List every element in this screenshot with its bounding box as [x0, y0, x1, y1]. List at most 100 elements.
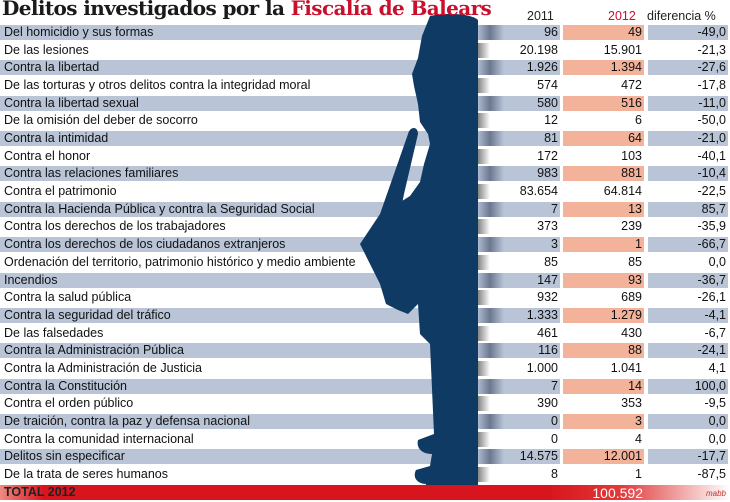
row-label: Del homicidio y sus formas [4, 25, 154, 39]
row-label: Contra la Administración de Justicia [4, 360, 203, 375]
row-band [0, 131, 560, 147]
highlight-cell-2012 [563, 449, 644, 465]
value-2012: 430 [621, 325, 642, 340]
row-label: De las falsedades [4, 325, 104, 340]
row-band [0, 413, 560, 429]
value-diff: -49,0 [697, 25, 727, 39]
value-2011: 172 [537, 148, 558, 163]
row-label: Contra los derechos de los ciudadanos ex… [4, 237, 286, 252]
chart-title: Delitos investigados por la Fiscalía de … [2, 0, 492, 20]
row-label: Contra la Constitución [4, 378, 127, 393]
value-2012: 472 [621, 78, 642, 93]
value-2012: 93 [628, 272, 642, 287]
value-diff: -50,0 [697, 113, 727, 128]
row-band [0, 378, 560, 394]
highlight-cell-2012 [563, 343, 644, 359]
row-band [0, 166, 560, 182]
value-2011: 0 [551, 431, 558, 446]
value-2012: 49 [628, 25, 642, 39]
value-2011: 8 [551, 467, 558, 481]
row-band-diff [648, 237, 728, 253]
value-2011: 3 [551, 237, 558, 252]
row-label: Incendios [4, 272, 58, 287]
row-band-diff [648, 60, 728, 76]
value-diff: -17,7 [697, 449, 727, 464]
total-label: TOTAL 2012 [4, 485, 76, 499]
row-label: Contra el orden público [4, 396, 134, 411]
row-label: De traición, contra la paz y defensa nac… [4, 413, 250, 428]
header-2012: 2012 [608, 9, 636, 23]
row-band-diff [648, 272, 728, 288]
row-band-diff [648, 449, 728, 465]
value-2012: 1 [635, 467, 642, 481]
row-band-diff [648, 201, 728, 217]
value-diff: -35,9 [697, 219, 727, 234]
value-2012: 13 [628, 201, 642, 216]
row-label: Ordenación del territorio, patrimonio hi… [4, 254, 356, 269]
row-label: De la omisión del deber de socorro [4, 113, 198, 128]
value-diff: 0,0 [708, 413, 726, 428]
value-2012: 1.394 [610, 60, 642, 75]
highlight-cell-2012 [563, 166, 644, 182]
row-band-diff [648, 25, 728, 40]
value-diff: -40,1 [697, 148, 727, 163]
title-part-1: Delitos investigados por la [2, 0, 291, 20]
row-band [0, 25, 560, 40]
row-label: De las lesiones [4, 42, 89, 57]
value-2012: 1 [635, 237, 642, 252]
row-label: Contra los derechos de los trabajadores [4, 219, 226, 234]
value-diff: -10,4 [697, 166, 727, 181]
highlight-cell-2012 [563, 201, 644, 217]
value-2012: 14 [628, 378, 642, 393]
total-bar [0, 485, 730, 500]
value-2011: 983 [537, 166, 558, 181]
row-label: Contra el honor [4, 148, 91, 163]
row-label: Contra la Administración Pública [4, 343, 184, 358]
value-diff: -11,0 [698, 95, 726, 110]
value-2011: 14.575 [519, 449, 558, 464]
row-band-diff [648, 413, 728, 429]
highlight-cell-2012 [563, 307, 644, 323]
value-2011: 116 [538, 343, 558, 358]
value-2012: 3 [635, 413, 642, 428]
row-label: De la trata de seres humanos [4, 467, 168, 481]
value-diff: -21,3 [697, 42, 727, 57]
value-diff: -26,1 [697, 290, 727, 305]
value-2011: 81 [544, 131, 558, 146]
highlight-cell-2012 [563, 25, 644, 40]
value-diff: -24,1 [697, 343, 727, 358]
title-part-2: Fiscalía de Balears [290, 0, 492, 20]
value-diff: 0,0 [708, 431, 726, 446]
author-credit: mabb [705, 489, 726, 498]
value-2012: 12.001 [603, 449, 642, 464]
row-band-diff [648, 166, 728, 182]
value-2011: 580 [537, 95, 558, 110]
row-label: Contra la libertad [4, 60, 100, 75]
value-2011: 932 [537, 290, 558, 305]
value-2012: 353 [621, 396, 642, 411]
header-2011: 2011 [527, 9, 554, 23]
highlight-cell-2012 [563, 413, 644, 429]
value-diff: -27,6 [697, 60, 727, 75]
row-band [0, 343, 560, 359]
value-diff: -22,5 [697, 184, 727, 199]
value-diff: 85,7 [701, 201, 726, 216]
value-2011: 1.000 [526, 360, 558, 375]
row-band-diff [648, 378, 728, 394]
row-band-diff [648, 131, 728, 147]
value-2011: 390 [537, 396, 558, 411]
value-diff: -17,8 [697, 78, 727, 93]
value-2012: 1.041 [610, 360, 642, 375]
value-2011: 373 [537, 219, 558, 234]
value-2011: 85 [544, 254, 558, 269]
row-band-diff [648, 343, 728, 359]
value-2012: 64.814 [603, 184, 642, 199]
value-2011: 461 [537, 325, 558, 340]
value-2012: 64 [628, 131, 642, 146]
row-label: Contra la comunidad internacional [4, 431, 194, 446]
value-2011: 574 [537, 78, 558, 93]
value-diff: -66,7 [697, 237, 727, 252]
row-label: Contra la seguridad del tráfico [4, 307, 171, 322]
highlight-cell-2012 [563, 272, 644, 288]
